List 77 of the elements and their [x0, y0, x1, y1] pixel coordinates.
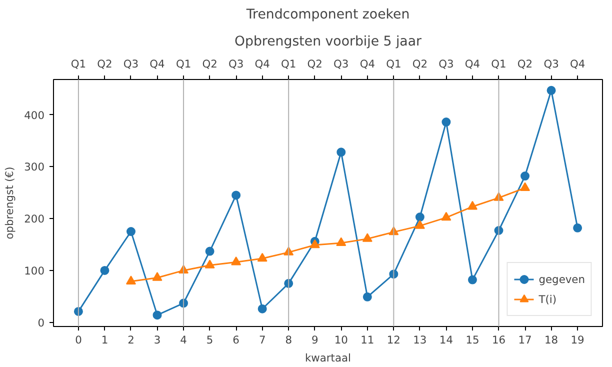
y-tick-label: 300 — [24, 160, 45, 174]
annotation: Q4 — [254, 58, 270, 70]
x-tick-label: 0 — [75, 334, 82, 346]
point — [520, 172, 530, 181]
y-tick-label: 200 — [24, 212, 45, 226]
x-tick-label: 6 — [232, 334, 240, 346]
annotation: Q3 — [228, 58, 244, 70]
point — [258, 304, 267, 314]
x-tick-label: 2 — [128, 334, 134, 346]
point — [205, 246, 214, 256]
x-tick-label: 17 — [518, 334, 532, 346]
x-tick-label: 3 — [154, 334, 161, 346]
x-tick-label: 15 — [466, 334, 480, 346]
y-tick-label: 100 — [24, 264, 45, 278]
point — [231, 256, 242, 266]
point — [362, 233, 372, 242]
point — [362, 292, 372, 302]
point — [442, 118, 451, 127]
point — [126, 276, 136, 284]
point — [126, 227, 136, 236]
annotation: Q4 — [360, 58, 376, 70]
point — [415, 212, 424, 222]
point — [152, 272, 162, 281]
legend-label: T(i) — [538, 292, 558, 306]
x-axis-title: kwartaal — [305, 352, 351, 364]
annotation: Q4 — [570, 58, 586, 70]
annotation: Q1 — [70, 58, 86, 70]
x-tick-label: 1 — [101, 334, 108, 346]
annotation: Q3 — [123, 58, 139, 70]
point — [310, 239, 320, 248]
point — [204, 260, 215, 268]
point — [152, 310, 162, 320]
annotation: Q3 — [438, 58, 454, 70]
annotation: Q2 — [97, 58, 112, 70]
x-tick-label: 12 — [386, 334, 400, 346]
chart-subtitle: Opbrengsten voorbije 5 jaar — [234, 34, 422, 50]
annotation: Q3 — [544, 58, 559, 70]
x-tick-label: 8 — [285, 334, 292, 346]
annotation: Q4 — [464, 58, 480, 70]
x-tick-label: 5 — [206, 334, 214, 346]
legend-label: gegeven — [538, 272, 585, 286]
annotation: Q1 — [386, 58, 402, 70]
point — [546, 86, 556, 95]
x-tick-label: 19 — [570, 334, 585, 346]
point — [100, 266, 110, 275]
annotation: Q1 — [176, 58, 192, 70]
annotation: Q1 — [491, 58, 506, 70]
annotation: Q3 — [334, 58, 349, 70]
annotation: Q4 — [150, 58, 166, 70]
point — [336, 148, 346, 157]
point — [468, 275, 477, 284]
point — [441, 212, 452, 221]
point — [336, 237, 346, 246]
annotation: Q2 — [202, 58, 218, 70]
x-tick-label: 18 — [544, 334, 558, 346]
y-tick-label: 400 — [24, 108, 45, 122]
annotation: Q2 — [517, 58, 533, 70]
x-tick-label: 4 — [180, 334, 188, 346]
annotation: Q2 — [307, 58, 322, 70]
annotation: Q1 — [281, 58, 296, 70]
point — [414, 220, 425, 229]
x-tick-label: 11 — [360, 334, 374, 346]
x-tick-label: 9 — [311, 334, 318, 346]
x-tick-label: 10 — [334, 334, 348, 346]
point — [232, 190, 241, 200]
x-tick-label: 13 — [413, 334, 427, 346]
y-axis-title: opbrengst (€) — [3, 166, 16, 240]
chart-title: Trendcomponent zoeken — [245, 8, 410, 22]
y-tick-label: 0 — [38, 316, 45, 330]
point — [520, 182, 530, 192]
point — [467, 200, 478, 210]
annotation: Q2 — [412, 58, 428, 70]
x-tick-label: 16 — [492, 334, 506, 346]
point — [257, 252, 268, 262]
x-tick-label: 7 — [258, 334, 266, 346]
x-tick-label: 14 — [439, 334, 454, 346]
point — [573, 223, 582, 232]
